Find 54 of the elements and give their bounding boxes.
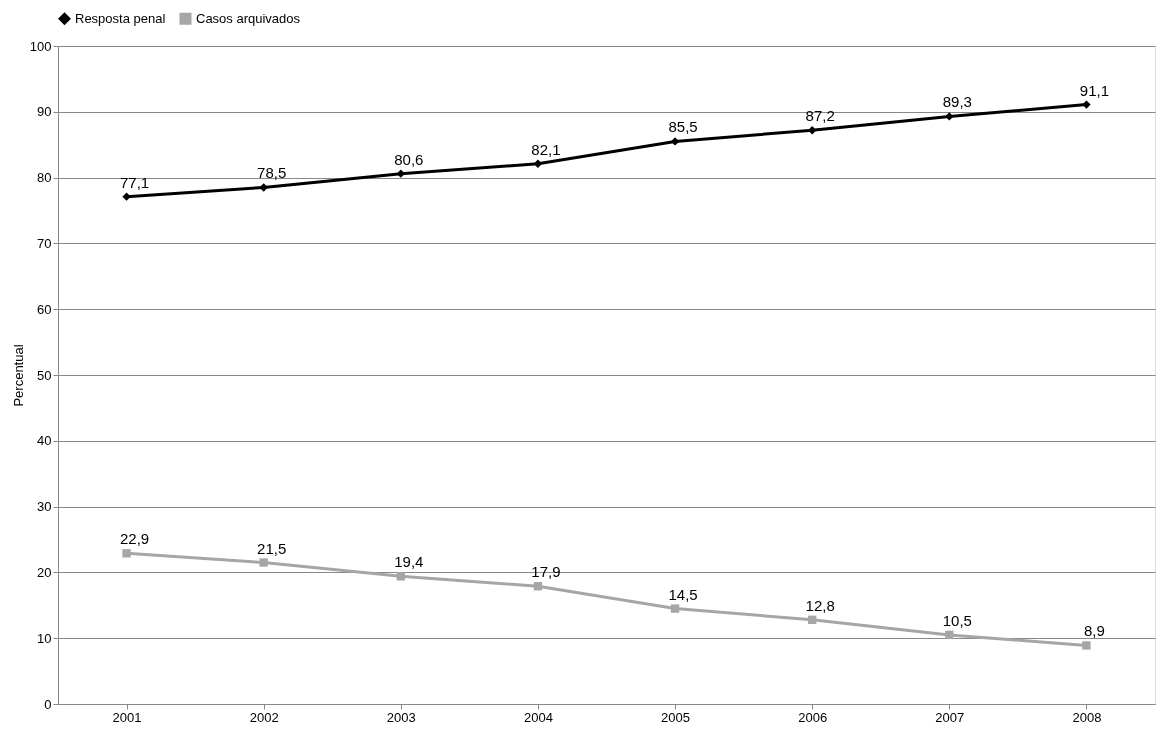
x-tick-label: 2002 [249, 709, 279, 725]
point [122, 549, 131, 558]
y-tick-label: 90 [37, 104, 52, 120]
y-tick-label: 70 [37, 235, 52, 251]
data-label: 22,9 [119, 530, 150, 548]
data-label: 14,5 [668, 585, 698, 603]
point [945, 112, 954, 121]
x-tick-label: 2005 [661, 709, 691, 725]
y-tick-label: 30 [37, 499, 52, 515]
data-label: 89,3 [942, 93, 972, 111]
data-label: 77,1 [119, 173, 150, 191]
y-axis-title: Percentual [10, 344, 26, 407]
data-label: 10,5 [942, 611, 972, 629]
data-label: 21,5 [257, 539, 287, 557]
point [396, 169, 405, 178]
data-label: 8,9 [1084, 622, 1105, 640]
point [808, 615, 817, 624]
legend-label: Resposta penal [75, 10, 166, 26]
y-tick-label: 60 [37, 301, 52, 317]
y-tick-label: 20 [37, 564, 52, 580]
y-tick-label: 0 [44, 696, 52, 712]
data-label: 78,5 [257, 164, 287, 182]
data-label: 82,1 [531, 140, 561, 158]
point [1082, 641, 1091, 650]
point [670, 137, 680, 146]
x-tick-label: 2003 [386, 709, 416, 725]
point [533, 159, 543, 168]
point [1082, 100, 1091, 109]
y-tick-label: 100 [29, 38, 52, 54]
y-tick-label: 10 [37, 630, 52, 646]
point [670, 604, 680, 613]
point [259, 183, 268, 192]
x-tick-label: 2008 [1072, 709, 1102, 725]
data-label: 19,4 [394, 553, 424, 571]
point [808, 126, 817, 135]
point [945, 630, 954, 640]
x-tick-label: 2007 [935, 709, 965, 725]
data-label: 85,5 [668, 118, 698, 136]
data-label: 91,1 [1079, 81, 1110, 99]
legend-label: Casos arquivados [196, 10, 301, 26]
x-tick-label: 2006 [798, 709, 828, 725]
data-label: 87,2 [805, 107, 835, 125]
data-label: 12,8 [805, 596, 835, 614]
data-label: 80,6 [394, 150, 424, 168]
y-tick-label: 80 [37, 170, 52, 186]
point [259, 558, 268, 567]
x-tick-label: 2001 [112, 709, 142, 725]
point [396, 572, 405, 581]
point [533, 582, 543, 591]
x-tick-label: 2004 [523, 709, 553, 725]
y-tick-label: 40 [37, 433, 52, 449]
y-tick-label: 50 [37, 367, 52, 383]
point [122, 192, 131, 201]
data-label: 17,9 [531, 563, 561, 581]
